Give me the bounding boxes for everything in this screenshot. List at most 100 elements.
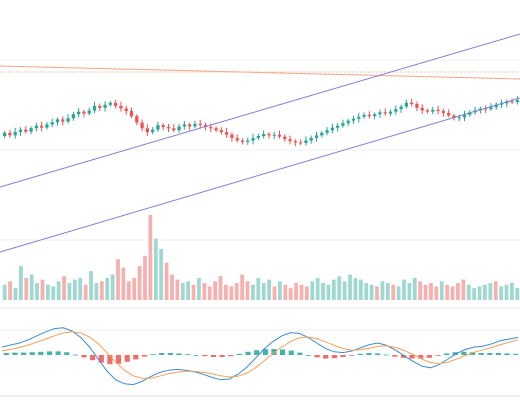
candle-body	[277, 134, 282, 137]
candle-body	[457, 117, 461, 119]
candle	[240, 138, 245, 145]
candle	[29, 126, 33, 135]
candle	[103, 101, 107, 112]
candle	[161, 123, 165, 131]
candle-body	[177, 126, 181, 131]
volume-bar	[434, 286, 439, 300]
macd-histogram-bar	[254, 350, 260, 355]
candle	[367, 111, 371, 119]
candle	[225, 128, 229, 138]
macd-histogram-bar	[219, 355, 225, 357]
candle	[166, 124, 171, 133]
volume-bar	[94, 283, 99, 300]
volume-bar	[402, 279, 406, 300]
candle-body	[388, 111, 393, 114]
volume-bar	[396, 286, 401, 300]
candle	[314, 131, 319, 142]
candle-body	[108, 102, 112, 105]
volume-bar	[251, 284, 255, 300]
candle	[246, 137, 250, 145]
candle-body	[447, 112, 451, 116]
volume-bar	[342, 281, 347, 300]
volume-bar	[240, 274, 245, 300]
volume-bar	[153, 238, 158, 300]
candle	[441, 108, 445, 117]
candle-body	[351, 118, 356, 121]
candle	[219, 127, 223, 135]
macd-histogram-bar	[81, 355, 87, 358]
macd-histogram-bar	[279, 349, 286, 355]
candle	[182, 120, 186, 130]
macd-histogram-bar	[418, 355, 424, 359]
candle-body	[172, 128, 176, 131]
candle-body	[18, 129, 23, 132]
candle	[283, 134, 287, 142]
candle-body	[420, 107, 424, 111]
volume-bar	[412, 277, 417, 300]
candle	[87, 107, 91, 116]
volume-bar	[375, 286, 379, 300]
macd-histogram-bar	[176, 353, 182, 355]
candle-body	[441, 111, 445, 113]
candle	[394, 105, 398, 115]
macd-histogram-bar	[167, 353, 173, 355]
volume-bar	[326, 284, 331, 300]
macd-histogram-bar	[262, 349, 268, 355]
volume-bar	[110, 274, 115, 300]
macd-histogram-bar	[487, 353, 493, 355]
candle	[351, 115, 356, 124]
volume-bar	[175, 279, 180, 300]
volume-bar	[450, 286, 455, 300]
macd-histogram-bar	[297, 352, 303, 355]
volume-bar	[261, 283, 266, 300]
macd-histogram-bar	[513, 353, 519, 355]
volume-bar	[191, 284, 196, 300]
volume-bar	[348, 274, 352, 300]
candle-body	[151, 129, 155, 133]
candle	[230, 132, 234, 142]
candle	[251, 133, 255, 145]
candle-body	[124, 108, 128, 112]
volume-bar	[137, 266, 142, 300]
volume-bar	[89, 271, 93, 300]
macd-histogram-bar	[452, 352, 458, 355]
candle-body	[166, 127, 171, 129]
candle	[129, 107, 134, 119]
volume-bar	[213, 281, 218, 300]
candle	[309, 135, 313, 144]
volume-bar	[126, 281, 131, 300]
volume-bar	[510, 283, 514, 300]
volume-bar	[369, 284, 374, 300]
candle-body	[515, 100, 519, 103]
volume-bar	[515, 288, 520, 300]
candle	[425, 108, 430, 114]
candle-body	[431, 109, 435, 112]
candle	[357, 112, 361, 123]
volume-bar	[159, 249, 164, 300]
candle-body	[45, 124, 49, 128]
volume-bar	[132, 277, 137, 300]
volume-bar	[72, 279, 77, 300]
macd-histogram-bar	[409, 355, 415, 359]
volume-bar	[267, 279, 271, 300]
candle-body	[489, 107, 493, 110]
volume-bar	[45, 284, 50, 300]
candle-body	[225, 132, 229, 135]
candle-body	[219, 130, 223, 133]
macd-histogram-bar	[236, 353, 243, 355]
candle-body	[87, 110, 91, 114]
candle-body	[484, 108, 488, 110]
candle	[193, 120, 197, 129]
candle-body	[510, 101, 514, 103]
candle-body	[182, 124, 186, 127]
candle	[330, 123, 334, 134]
candle	[293, 139, 297, 147]
candle-body	[404, 102, 408, 107]
macd-histogram-bar	[504, 353, 510, 355]
candle-body	[156, 125, 160, 130]
candle	[108, 100, 112, 107]
macd-histogram-bar	[150, 354, 156, 355]
candle-body	[256, 136, 260, 138]
candle-body	[320, 132, 324, 136]
volume-bar	[67, 283, 72, 300]
